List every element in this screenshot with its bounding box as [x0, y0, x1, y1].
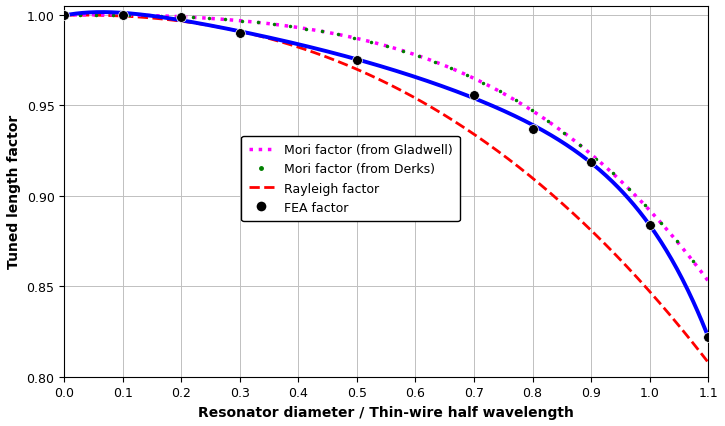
FEA factor: [177, 15, 186, 20]
Rayleigh factor: [441, 113, 450, 118]
Mori factor (from Gladwell): [546, 121, 555, 126]
Line: Mori factor (from Derks): Mori factor (from Derks): [62, 14, 710, 283]
Mori factor (from Gladwell): [60, 14, 69, 19]
Line: Rayleigh factor: Rayleigh factor: [65, 16, 708, 363]
Rayleigh factor: [76, 14, 85, 19]
Mori factor (from Gladwell): [175, 15, 183, 20]
Mori factor (from Derks): [704, 279, 713, 284]
FEA factor: [470, 93, 478, 98]
FEA factor: [529, 127, 537, 132]
Mori factor (from Derks): [546, 121, 555, 126]
Mori factor (from Derks): [491, 87, 500, 92]
Rayleigh factor: [546, 191, 555, 196]
FEA factor: [587, 160, 595, 165]
Mori factor (from Gladwell): [441, 64, 450, 69]
Line: FEA factor: FEA factor: [59, 11, 713, 342]
Rayleigh factor: [60, 14, 69, 19]
Mori factor (from Derks): [175, 15, 183, 20]
X-axis label: Resonator diameter / Thin-wire half wavelength: Resonator diameter / Thin-wire half wave…: [198, 405, 574, 419]
FEA factor: [645, 223, 654, 228]
FEA factor: [60, 13, 69, 18]
Legend: Mori factor (from Gladwell), Mori factor (from Derks), Rayleigh factor, FEA fact: Mori factor (from Gladwell), Mori factor…: [241, 136, 460, 222]
Y-axis label: Tuned length factor: Tuned length factor: [7, 115, 21, 269]
FEA factor: [352, 58, 361, 63]
Mori factor (from Derks): [60, 14, 69, 19]
Mori factor (from Gladwell): [704, 279, 713, 284]
Mori factor (from Derks): [352, 37, 361, 42]
Mori factor (from Gladwell): [352, 37, 361, 42]
Mori factor (from Derks): [441, 64, 450, 69]
FEA factor: [236, 32, 244, 37]
Mori factor (from Gladwell): [91, 13, 100, 18]
Mori factor (from Gladwell): [491, 87, 500, 92]
Rayleigh factor: [352, 67, 361, 72]
Rayleigh factor: [175, 19, 183, 24]
Mori factor (from Gladwell): [226, 18, 235, 23]
FEA factor: [118, 13, 127, 18]
Rayleigh factor: [704, 360, 713, 365]
Line: Mori factor (from Gladwell): Mori factor (from Gladwell): [65, 16, 708, 281]
Mori factor (from Derks): [226, 18, 235, 23]
FEA factor: [704, 335, 713, 340]
Mori factor (from Derks): [91, 13, 100, 18]
Rayleigh factor: [226, 28, 235, 33]
Rayleigh factor: [491, 147, 500, 153]
